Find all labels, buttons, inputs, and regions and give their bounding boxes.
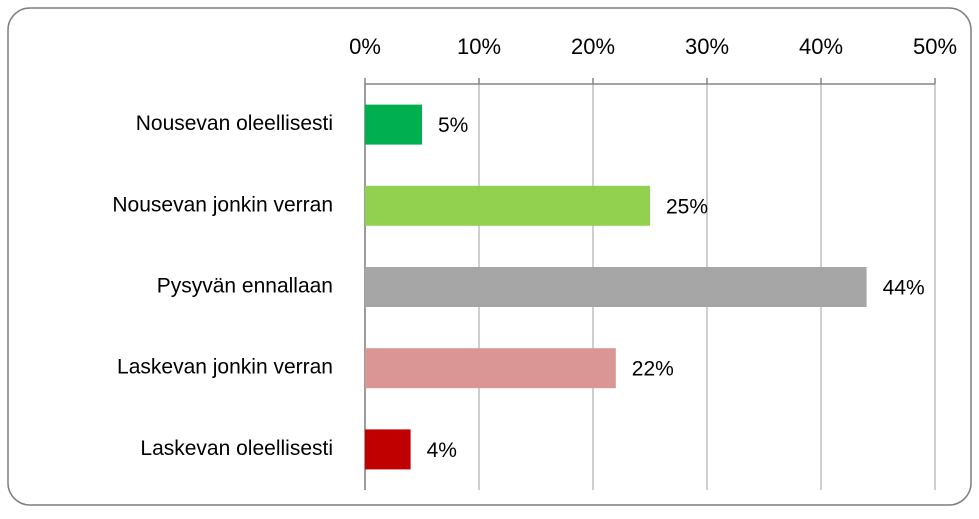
bar [365,185,650,226]
x-tick-label: 10% [457,34,501,59]
y-tick-label: Nousevan jonkin verran [112,193,333,216]
bar [365,348,616,389]
value-label: 22% [632,358,674,381]
x-tick-label: 20% [571,34,615,59]
bar [365,267,867,307]
x-tick-label: 50% [913,34,957,59]
x-tick-label: 30% [685,34,729,59]
value-label: 25% [666,195,708,218]
value-label: 44% [883,277,925,300]
value-label: 4% [427,439,457,462]
x-tick-label: 0% [349,34,381,59]
y-tick-label: Laskevan oleellisesti [140,437,333,460]
chart-frame [7,7,972,506]
y-tick-label: Laskevan jonkin verran [117,356,333,379]
value-label: 5% [438,114,468,137]
x-tick-label: 40% [799,34,843,59]
bar [365,104,422,145]
y-tick-label: Nousevan oleellisesti [136,112,333,135]
bar [365,429,411,470]
y-tick-label: Pysyvän ennallaan [157,275,333,298]
